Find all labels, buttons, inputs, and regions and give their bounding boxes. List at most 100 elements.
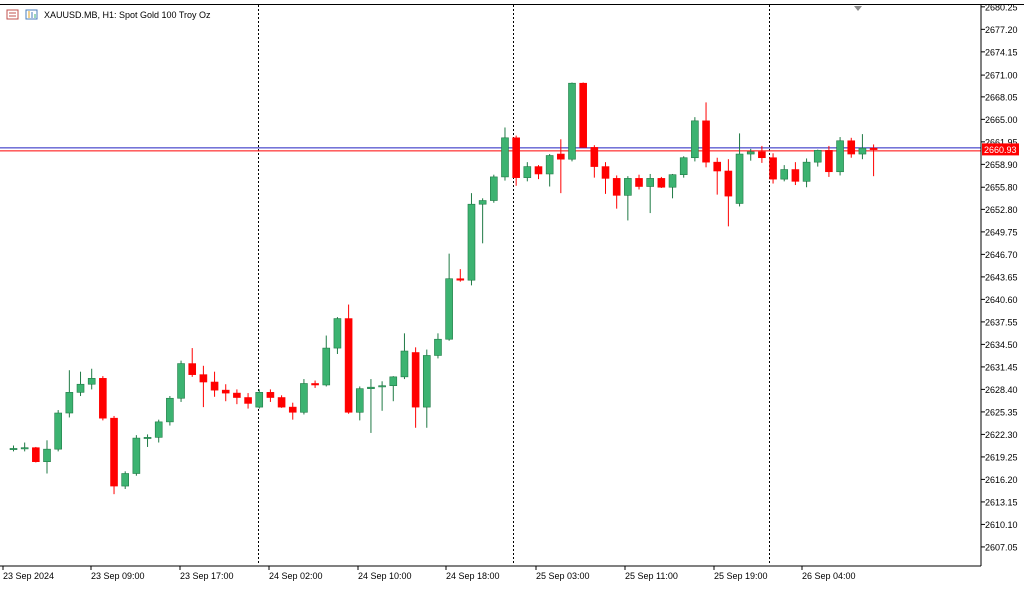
bull-candle-body <box>132 437 141 474</box>
candle <box>724 159 733 227</box>
symbol-label: XAUUSD.MB, H1: Spot Gold 100 Troy Oz <box>44 10 211 20</box>
candle <box>467 193 476 286</box>
bear-candle-body <box>277 397 286 408</box>
bull-candle-body <box>668 174 677 188</box>
bull-candle-body <box>177 363 185 399</box>
y-tick-label: 2646.70 <box>985 250 1018 260</box>
candle <box>344 304 353 414</box>
bear-candle-body <box>612 178 621 196</box>
bear-candle-body <box>724 170 733 197</box>
candle <box>43 440 51 474</box>
bull-candle-body <box>735 153 744 204</box>
time-axis[interactable]: 23 Sep 2024 23 Sep 09:00 23 Sep 17:00 24 Se… <box>2 566 856 581</box>
bear-candle-body <box>188 363 197 375</box>
y-tick-label: 2671.00 <box>985 71 1018 81</box>
x-tick-label: 25 Sep 19:00 <box>714 571 768 581</box>
candle <box>758 145 766 163</box>
bear-candle-body <box>512 137 520 178</box>
bear-candle-body <box>758 151 766 159</box>
candle <box>813 149 822 167</box>
candle <box>501 127 509 181</box>
bull-candle-body <box>691 120 699 159</box>
bull-candle-body <box>355 388 364 413</box>
y-tick-label: 2643.65 <box>985 272 1018 282</box>
candle <box>791 162 800 186</box>
candle <box>132 435 141 476</box>
bull-candle-body <box>624 178 632 196</box>
bull-candle-body <box>422 355 431 408</box>
candle <box>65 370 74 418</box>
bull-candle-body <box>300 383 308 413</box>
candle <box>400 333 409 380</box>
y-tick-label: 2616.20 <box>985 475 1018 485</box>
candle <box>836 137 844 176</box>
y-tick-label: 2649.75 <box>985 227 1018 237</box>
bear-candle-body <box>32 447 40 463</box>
bull-candle-body <box>434 338 442 356</box>
candle <box>233 389 241 405</box>
candle <box>221 384 230 402</box>
bull-candle-body <box>545 155 554 175</box>
candle <box>534 165 543 180</box>
candle <box>9 445 18 452</box>
y-tick-label: 2661.95 <box>985 137 1018 147</box>
candle <box>32 446 40 463</box>
y-tick-label: 2625.35 <box>985 407 1018 417</box>
scroll-marker-icon[interactable] <box>854 6 862 11</box>
x-tick-label: 23 Sep 2024 <box>3 571 54 581</box>
bear-candle-body <box>344 318 353 413</box>
y-tick-label: 2619.25 <box>985 452 1018 462</box>
y-tick-label: 2674.15 <box>985 47 1018 57</box>
bear-candle-body <box>244 397 252 404</box>
bear-candle-body <box>288 406 297 413</box>
candle <box>590 145 599 178</box>
bull-candle-body <box>87 378 96 385</box>
candles <box>9 82 878 495</box>
candle <box>389 376 398 402</box>
candle <box>378 381 386 411</box>
candle <box>557 139 565 194</box>
bull-candle-body <box>568 82 576 160</box>
candle <box>244 393 252 409</box>
x-tick-label: 24 Sep 10:00 <box>358 571 412 581</box>
chart-header: XAUUSD.MB, H1: Spot Gold 100 Troy Oz <box>6 9 211 20</box>
x-tick-label: 24 Sep 02:00 <box>269 571 323 581</box>
candle <box>166 396 174 426</box>
bull-candle-body <box>802 161 811 182</box>
candle <box>288 402 297 420</box>
candle <box>579 82 587 148</box>
bear-candle-body <box>311 383 319 386</box>
bear-candle-body <box>635 178 643 187</box>
bull-candle-body <box>523 166 532 178</box>
candle <box>478 198 487 244</box>
candle <box>367 379 375 433</box>
bear-candle-body <box>411 352 420 408</box>
bull-candle-body <box>65 392 74 414</box>
bear-candle-body <box>847 140 856 155</box>
y-tick-label: 2607.05 <box>985 542 1018 552</box>
y-tick-label: 2610.10 <box>985 520 1018 530</box>
y-tick-label: 2631.45 <box>985 362 1018 372</box>
candle <box>869 144 878 177</box>
bear-candle-body <box>233 392 241 398</box>
x-tick-label: 25 Sep 11:00 <box>625 571 678 581</box>
bull-candle-body <box>9 448 18 450</box>
y-tick-label: 2628.40 <box>985 385 1018 395</box>
candle <box>512 135 520 186</box>
y-tick-label: 2637.55 <box>985 317 1018 327</box>
current-price-tag: 2660.93 <box>982 143 1019 156</box>
chart-window-icon[interactable] <box>6 9 38 20</box>
bear-candle-body <box>791 169 800 182</box>
candle <box>668 173 677 199</box>
candle <box>210 371 219 397</box>
bull-candle-body <box>367 386 375 389</box>
bull-candle-body <box>478 200 487 205</box>
bull-candle-body <box>813 150 822 163</box>
bull-candle-body <box>333 318 342 349</box>
y-tick-label: 2622.30 <box>985 430 1018 440</box>
candle <box>300 379 308 415</box>
candle <box>691 117 699 162</box>
price-axis[interactable]: 2680.25 2677.20 2674.15 2671.00 2668.05 2665.… <box>981 2 1018 552</box>
